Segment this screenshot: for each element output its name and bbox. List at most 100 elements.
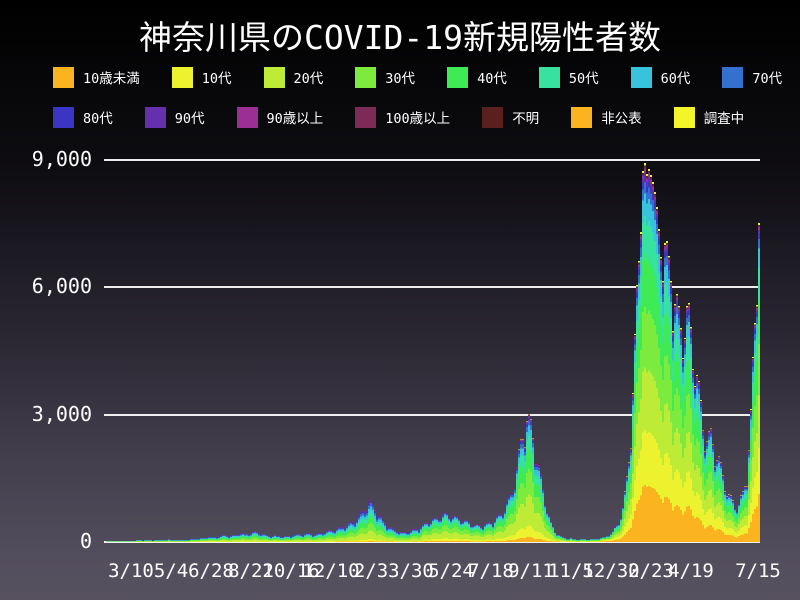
- stacked-bar: [318, 532, 320, 542]
- stacked-bar: [124, 540, 126, 542]
- x-tick-label: 9/11: [508, 560, 554, 582]
- stacked-bar: [380, 515, 382, 542]
- legend-label: 70代: [752, 71, 783, 87]
- stacked-bar: [132, 540, 134, 542]
- legend-label: 非公表: [601, 111, 642, 127]
- stacked-bar: [738, 502, 740, 542]
- stacked-bar: [750, 409, 752, 542]
- stacked-bar: [500, 513, 502, 542]
- legend-item: 80代: [53, 106, 113, 128]
- stacked-bar: [666, 240, 668, 542]
- stacked-bar: [424, 523, 426, 542]
- stacked-bar: [270, 536, 272, 542]
- stacked-bar: [496, 516, 498, 542]
- stacked-bar: [158, 539, 160, 542]
- stacked-bar: [250, 534, 252, 542]
- stacked-bar: [610, 533, 612, 542]
- stacked-bar: [298, 534, 300, 542]
- x-tick-label: 2/23: [628, 560, 674, 582]
- stacked-bar: [208, 537, 210, 542]
- stacked-bar: [156, 539, 158, 542]
- stacked-bar: [512, 492, 514, 542]
- stacked-bar: [396, 532, 398, 542]
- stacked-bar: [430, 522, 432, 542]
- legend-label: 40代: [477, 71, 507, 87]
- stacked-bar: [162, 540, 164, 542]
- stacked-bar: [344, 529, 346, 542]
- stacked-bar: [608, 536, 610, 542]
- stacked-bar: [246, 534, 248, 542]
- stacked-bar: [466, 520, 468, 542]
- legend-swatch-icon: [53, 106, 74, 128]
- stacked-bar: [210, 536, 212, 542]
- stacked-bar: [254, 531, 256, 542]
- stacked-bar: [148, 539, 150, 542]
- stacked-bar: [438, 520, 440, 542]
- legend-swatch-icon: [482, 106, 504, 128]
- stacked-bar: [364, 511, 366, 542]
- stacked-bar: [188, 539, 190, 542]
- stacked-bar: [308, 533, 310, 542]
- stacked-bar: [256, 531, 258, 542]
- stacked-bar: [358, 515, 360, 542]
- stacked-bar: [556, 534, 558, 542]
- stacked-bar: [664, 243, 666, 542]
- stacked-bar: [206, 538, 208, 542]
- stacked-bar: [642, 170, 644, 542]
- stacked-bar: [196, 539, 198, 542]
- stacked-bar: [646, 173, 648, 542]
- stacked-bar: [692, 368, 694, 542]
- stacked-bar: [668, 255, 670, 542]
- legend-item: 100歳以上: [355, 106, 450, 128]
- stacked-bar: [320, 532, 322, 542]
- stacked-bar: [474, 524, 476, 542]
- stacked-bar: [460, 523, 462, 542]
- stacked-bar: [584, 539, 586, 542]
- stacked-bar: [194, 539, 196, 542]
- stacked-bar: [632, 392, 634, 542]
- stacked-bar: [170, 539, 172, 542]
- x-tick-label: 7/18: [468, 560, 514, 582]
- stacked-bar: [372, 502, 374, 542]
- stacked-bar: [422, 524, 424, 542]
- stacked-bar: [172, 539, 174, 542]
- stacked-bar: [164, 540, 166, 542]
- stacked-bar: [354, 523, 356, 542]
- y-tick-label: 9,000: [31, 147, 92, 171]
- stacked-bar: [130, 540, 132, 542]
- stacked-bar: [740, 494, 742, 542]
- stacked-bar: [640, 232, 642, 542]
- x-tick-label: 10/16: [262, 560, 320, 582]
- stacked-bar: [450, 520, 452, 542]
- legend-swatch-icon: [538, 66, 560, 88]
- stacked-bar: [290, 536, 292, 542]
- stacked-bar: [732, 500, 734, 542]
- stacked-bar: [126, 540, 128, 542]
- stacked-bar: [718, 455, 720, 542]
- stacked-bar: [186, 540, 188, 542]
- stacked-bar: [212, 536, 214, 542]
- stacked-bar: [522, 439, 524, 542]
- x-tick-label: 12/10: [302, 560, 360, 582]
- stacked-bar: [728, 493, 730, 542]
- stacked-bar: [730, 495, 732, 542]
- stacked-bar: [562, 537, 564, 542]
- stacked-bar: [490, 523, 492, 542]
- stacked-bar: [476, 524, 478, 542]
- stacked-bar: [532, 437, 534, 542]
- stacked-bar: [366, 510, 368, 542]
- stacked-bar: [204, 537, 206, 542]
- legend-item: 調査中: [673, 106, 744, 128]
- stacked-bar: [486, 523, 488, 542]
- stacked-bar: [408, 533, 410, 542]
- stacked-bar: [362, 509, 364, 542]
- stacked-bar: [436, 517, 438, 542]
- stacked-bar: [178, 539, 180, 542]
- stacked-bar: [384, 523, 386, 542]
- stacked-bar: [392, 527, 394, 542]
- x-tick-label: 8/22: [228, 560, 274, 582]
- stacked-bar: [260, 534, 262, 542]
- legend-label: 10代: [201, 71, 232, 87]
- stacked-bar: [282, 537, 284, 542]
- stacked-bar: [336, 529, 338, 542]
